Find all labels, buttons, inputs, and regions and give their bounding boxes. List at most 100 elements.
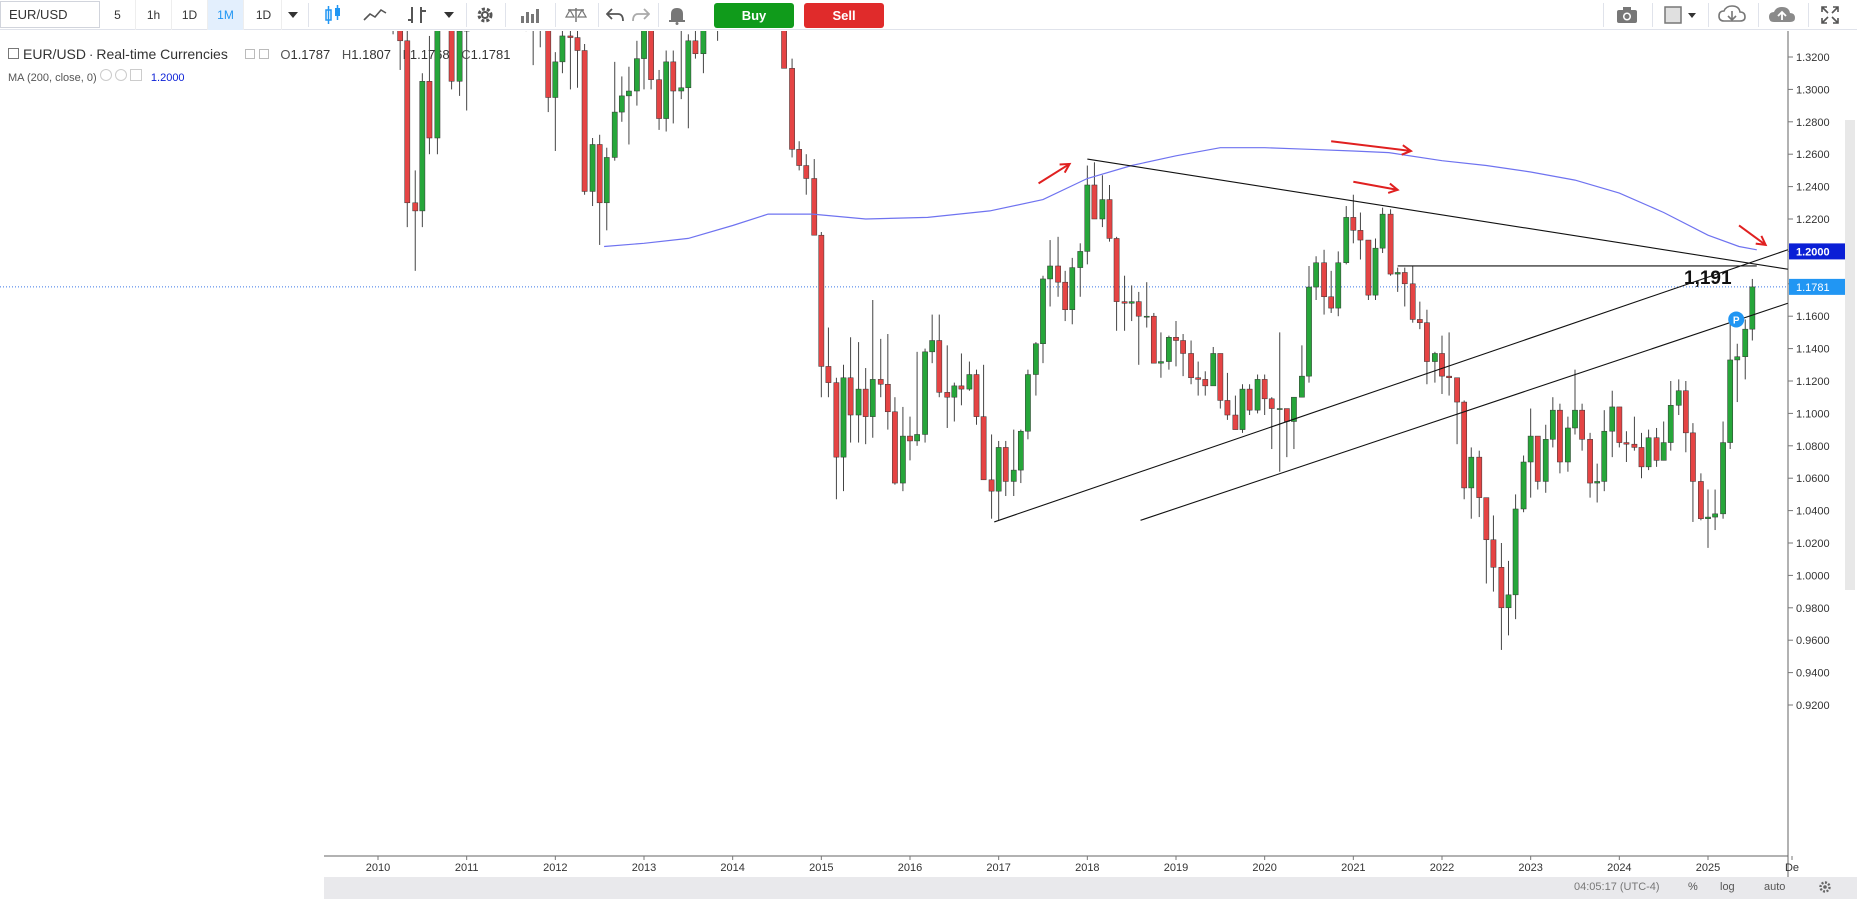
candle-down: [1439, 353, 1445, 377]
interval-1d-dropdown[interactable]: 1D: [246, 0, 282, 30]
compare-icon[interactable]: [513, 0, 547, 30]
candle-down: [670, 61, 677, 92]
cloud-download-icon[interactable]: [1712, 0, 1752, 30]
candle-up: [1645, 437, 1652, 468]
line-style-icon[interactable]: [358, 0, 392, 30]
sell-button[interactable]: Sell: [804, 3, 884, 28]
candle-up: [618, 95, 625, 113]
symbol-search-input[interactable]: EUR/USD: [0, 1, 100, 28]
chevron-down-icon[interactable]: [282, 0, 304, 30]
redo-icon[interactable]: [628, 0, 654, 30]
candle-up: [1379, 213, 1386, 249]
empty-area: [0, 650, 324, 903]
fullscreen-icon[interactable]: [1812, 0, 1848, 30]
visibility-icon[interactable]: [245, 49, 256, 59]
candle-down: [1387, 213, 1394, 275]
layout-dropdown-icon[interactable]: [1684, 0, 1700, 30]
layout-icon[interactable]: [1658, 0, 1688, 30]
ma-legend: MA (200, close, 0) 1.2000: [8, 69, 185, 84]
candle-up: [1712, 513, 1718, 518]
candle-up: [951, 385, 958, 398]
candle-up: [1128, 301, 1135, 304]
legend-high: 1.1807: [351, 47, 392, 62]
buy-button[interactable]: Buy: [714, 3, 794, 28]
candle-down: [1217, 353, 1224, 401]
percent-toggle[interactable]: %: [1688, 881, 1698, 893]
log-toggle[interactable]: log: [1720, 881, 1735, 893]
ma-settings-icon[interactable]: [114, 69, 127, 81]
candles-icon[interactable]: [316, 0, 350, 30]
y-tick-label: 1.0000: [1796, 570, 1830, 582]
candle-down: [811, 178, 818, 236]
candle-up: [1520, 461, 1527, 510]
candle-up: [1720, 442, 1726, 515]
candle-down: [1682, 390, 1689, 434]
candle-down: [1188, 353, 1194, 379]
candle-up: [634, 58, 640, 92]
candle-up: [1372, 247, 1379, 296]
interval-1d[interactable]: 1D: [172, 0, 208, 30]
legend-low-label: L: [402, 47, 410, 62]
clock: 04:05:17 (UTC-4): [1574, 881, 1660, 893]
candle-down: [1321, 262, 1327, 298]
y-tick-label: 1.3200: [1796, 52, 1830, 64]
candle-down: [877, 379, 884, 385]
alert-icon[interactable]: [662, 0, 692, 30]
interval-1h[interactable]: 1h: [136, 0, 172, 30]
candle-up: [922, 351, 928, 435]
balance-icon[interactable]: [560, 0, 592, 30]
candle-up: [1705, 516, 1711, 519]
candle-up: [626, 90, 632, 97]
candle-up: [1394, 272, 1401, 275]
candle-down: [1690, 432, 1696, 482]
candle-up: [1601, 430, 1608, 482]
legend-close: 1.1781: [470, 47, 511, 62]
y-tick-label: 1.2400: [1796, 182, 1830, 194]
candle-up: [1727, 359, 1734, 443]
y-tick-label: 1.2000: [1796, 246, 1830, 258]
candle-down: [426, 81, 433, 139]
candle-down: [973, 374, 980, 417]
camera-icon[interactable]: [1610, 0, 1644, 30]
ma-close-icon[interactable]: [129, 69, 142, 81]
undo-icon[interactable]: [602, 0, 628, 30]
legend-close-icon[interactable]: [258, 49, 269, 59]
settings-icon[interactable]: [470, 0, 500, 30]
interval-1m[interactable]: 1M: [208, 0, 244, 30]
candle-up: [1749, 286, 1756, 330]
arrow-head: [1387, 182, 1400, 194]
candle-down: [1106, 199, 1113, 239]
auto-toggle[interactable]: auto: [1764, 881, 1786, 893]
dropdown-icon[interactable]: [438, 0, 460, 30]
candle-up: [1158, 361, 1164, 364]
interval-5[interactable]: 5: [100, 0, 136, 30]
settings-small-icon[interactable]: [1818, 880, 1832, 897]
x-tick-label: 2019: [1164, 862, 1188, 874]
candle-up: [1040, 278, 1046, 344]
candle-down: [1224, 400, 1231, 416]
candle-down: [1424, 322, 1430, 362]
candle-down: [884, 383, 891, 413]
candle-up: [1565, 427, 1571, 463]
candle-down: [404, 40, 411, 204]
candle-down: [1328, 296, 1335, 309]
candle-down: [1579, 409, 1585, 440]
current-price-label: 1.1781: [1796, 282, 1830, 294]
ma-settings-icon[interactable]: [99, 69, 112, 81]
candle-down: [907, 435, 913, 442]
candle-down: [574, 37, 581, 51]
x-tick-label: 2011: [455, 862, 479, 874]
candle-up: [995, 447, 1002, 492]
candle-up: [1210, 353, 1217, 387]
candle-down: [545, 31, 552, 98]
y-tick-label: 1.0400: [1796, 506, 1830, 518]
cloud-upload-icon[interactable]: [1762, 0, 1802, 30]
candle-down: [1446, 375, 1452, 379]
indicators-icon[interactable]: [400, 0, 434, 30]
chart-plot: 1,191 P: [0, 31, 1788, 650]
candle-up: [1069, 267, 1076, 310]
candle-up: [914, 434, 920, 442]
legend-toggle-icon[interactable]: [8, 48, 19, 59]
candle-up: [1343, 217, 1350, 263]
